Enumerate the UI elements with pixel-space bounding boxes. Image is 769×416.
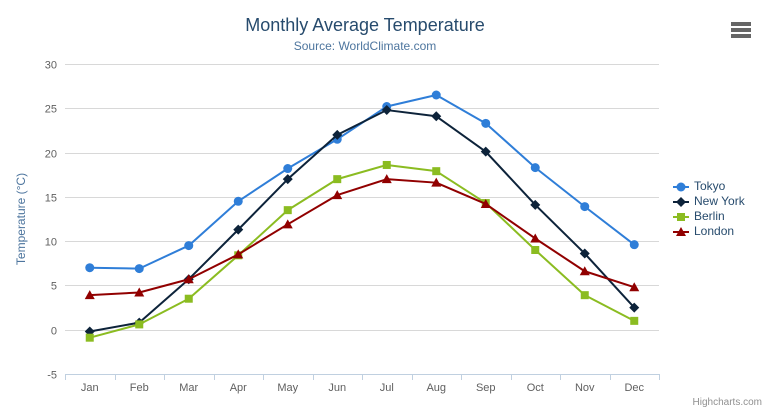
legend: Tokyo New York Berlin London [673, 179, 745, 239]
point-london-jun[interactable] [332, 190, 343, 200]
point-tokyo-nov[interactable] [580, 202, 590, 212]
point-london-feb[interactable] [134, 287, 145, 297]
legend-circle-icon [673, 182, 689, 191]
point-london-oct[interactable] [530, 233, 541, 243]
x-axis-tick-label: Jul [380, 382, 394, 394]
y-axis-tick-label: 5 [51, 281, 57, 293]
point-berlin-jun[interactable] [333, 175, 342, 184]
point-berlin-oct[interactable] [531, 246, 540, 254]
series-line-berlin[interactable] [89, 163, 635, 339]
x-axis-tick-label: Sep [476, 382, 496, 394]
legend-marker-triangle[interactable] [676, 226, 686, 236]
y-axis-tick-label: -5 [47, 370, 57, 382]
hamburger-icon [731, 28, 751, 32]
legend-marker-diamond[interactable] [676, 196, 686, 207]
legend-item-new-york[interactable]: New York [673, 194, 745, 209]
point-london-apr[interactable] [233, 249, 244, 259]
legend-label: New York [694, 194, 745, 208]
legend-label: London [694, 224, 735, 238]
point-london-nov[interactable] [579, 266, 590, 276]
point-new-york-sep[interactable] [480, 146, 491, 157]
chart-subtitle: Source: WorldClimate.com [293, 39, 437, 53]
legend-diamond-icon [673, 196, 689, 207]
legend-label: Berlin [694, 209, 725, 223]
legend-triangle-icon [673, 226, 689, 236]
point-berlin-mar[interactable] [184, 294, 193, 303]
point-london-aug[interactable] [431, 177, 442, 187]
x-axis-tick-label: Mar [179, 382, 198, 394]
point-new-york-may[interactable] [282, 174, 293, 185]
point-tokyo-aug[interactable] [431, 90, 441, 100]
y-axis-title: Temperature (°C) [14, 173, 28, 265]
legend-marker-circle[interactable] [676, 182, 686, 191]
point-london-jan[interactable] [84, 290, 95, 300]
point-tokyo-oct[interactable] [530, 163, 540, 173]
legend-square-icon [673, 212, 689, 221]
legend-label: Tokyo [694, 179, 726, 193]
chart-title: Monthly Average Temperature [245, 15, 485, 35]
y-axis-tick-label: 20 [45, 149, 57, 161]
point-tokyo-jan[interactable] [85, 263, 95, 273]
point-berlin-nov[interactable] [580, 291, 589, 300]
point-new-york-aug[interactable] [431, 111, 442, 122]
y-axis-tick-label: 30 [45, 60, 57, 72]
y-axis-tick-label: 25 [45, 104, 57, 116]
point-tokyo-may[interactable] [283, 164, 293, 174]
x-axis-tick-label: May [277, 382, 298, 394]
x-axis-tick-label: Oct [527, 382, 544, 394]
series-line-new-york[interactable] [89, 109, 635, 333]
legend-item-berlin[interactable]: Berlin [673, 209, 745, 224]
x-axis-tick-label: Apr [230, 382, 247, 394]
x-axis-tick-label: Nov [575, 382, 595, 394]
x-axis-tick-label: Dec [624, 382, 644, 394]
series-line-london[interactable] [89, 178, 635, 297]
series-line-tokyo[interactable] [89, 94, 635, 270]
point-new-york-nov[interactable] [579, 248, 590, 259]
credits-link[interactable]: Highcharts.com [692, 397, 762, 408]
point-tokyo-feb[interactable] [134, 264, 144, 274]
point-london-may[interactable] [282, 219, 293, 229]
y-axis-tick-label: 0 [51, 326, 57, 338]
hamburger-icon [731, 34, 751, 38]
point-berlin-may[interactable] [283, 206, 292, 215]
point-london-mar[interactable] [183, 274, 194, 284]
export-menu-button[interactable] [731, 22, 751, 38]
point-berlin-dec[interactable] [630, 316, 639, 325]
legend-marker-square[interactable] [677, 212, 685, 221]
point-london-dec[interactable] [629, 282, 640, 292]
point-london-sep[interactable] [480, 198, 491, 208]
point-berlin-feb[interactable] [135, 320, 144, 329]
point-tokyo-mar[interactable] [184, 241, 194, 251]
hamburger-icon [731, 22, 751, 26]
point-london-jul[interactable] [381, 174, 392, 184]
y-axis-tick-label: 15 [45, 193, 57, 205]
point-new-york-jul[interactable] [381, 105, 392, 116]
point-new-york-oct[interactable] [530, 199, 541, 210]
x-axis-tick-label: Jan [81, 382, 99, 394]
x-axis-tick-label: Jun [328, 382, 346, 394]
point-new-york-apr[interactable] [233, 224, 244, 235]
x-axis-tick-label: Aug [426, 382, 446, 394]
point-tokyo-apr[interactable] [233, 196, 243, 206]
point-tokyo-sep[interactable] [481, 118, 491, 128]
point-berlin-jul[interactable] [382, 160, 391, 169]
point-berlin-jan[interactable] [85, 333, 94, 342]
x-axis-tick-label: Feb [130, 382, 149, 394]
point-tokyo-dec[interactable] [629, 240, 639, 250]
y-axis-tick-label: 10 [45, 237, 57, 249]
legend-item-london[interactable]: London [673, 224, 745, 239]
point-berlin-aug[interactable] [432, 167, 441, 176]
legend-item-tokyo[interactable]: Tokyo [673, 179, 745, 194]
point-new-york-jun[interactable] [332, 129, 343, 140]
point-new-york-dec[interactable] [629, 302, 640, 313]
